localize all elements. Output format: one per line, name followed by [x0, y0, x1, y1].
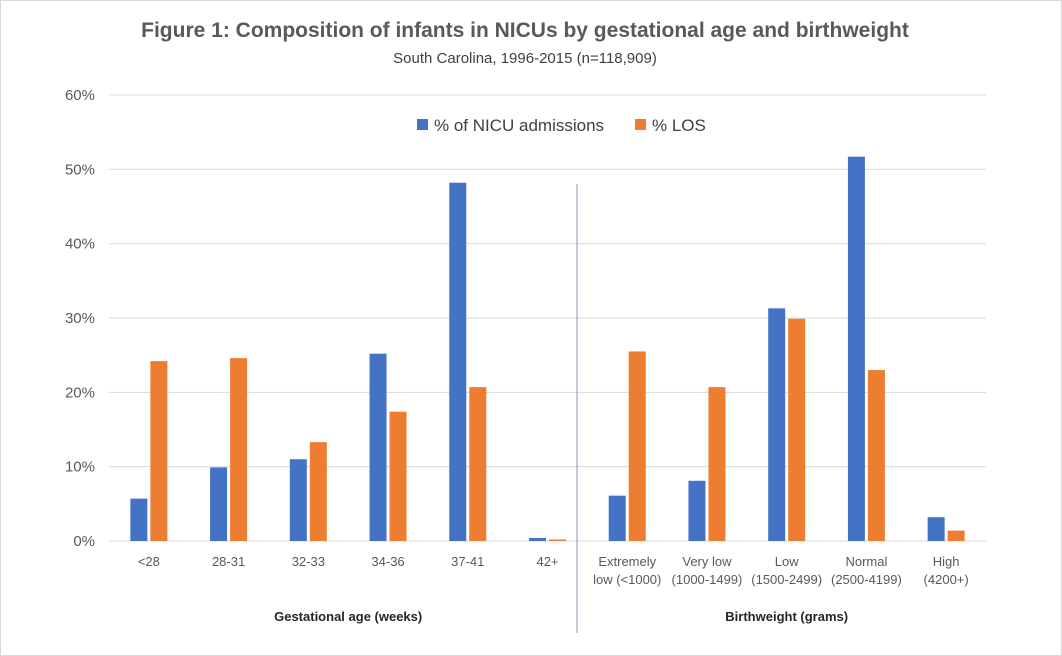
category-label: High — [933, 554, 960, 569]
bar-los — [947, 530, 965, 541]
bar-nicu-admissions — [927, 517, 945, 541]
y-tick-label: 0% — [73, 533, 95, 550]
category-label: 42+ — [536, 554, 558, 569]
bar-nicu-admissions — [369, 353, 387, 541]
category-label: 34-36 — [371, 554, 404, 569]
bar-los — [150, 361, 168, 541]
bar-nicu-admissions — [289, 459, 307, 541]
group-axis-label: Gestational age (weeks) — [274, 609, 422, 624]
y-tick-label: 50% — [65, 161, 95, 178]
bar-los — [628, 351, 646, 541]
category-label: Normal — [845, 554, 887, 569]
category-label: <28 — [138, 554, 160, 569]
bar-nicu-admissions — [608, 495, 626, 541]
category-label: Very low — [682, 554, 732, 569]
bar-nicu-admissions — [210, 467, 228, 541]
bar-los — [788, 318, 806, 541]
category-label: 37-41 — [451, 554, 484, 569]
bar-nicu-admissions — [449, 182, 467, 542]
category-label: Low — [775, 554, 799, 569]
category-labels: <28 28-31 32-33 34-36 37-41 42+ Extremely low (… — [138, 554, 969, 587]
y-axis-ticks: 0% 10% 20% 30% 40% 50% 60% — [65, 87, 95, 550]
category-label: 32-33 — [292, 554, 325, 569]
bar-los — [469, 387, 487, 541]
y-tick-label: 10% — [65, 459, 95, 476]
category-label: (1000-1499) — [672, 572, 743, 587]
bar-los — [867, 370, 885, 541]
bar-los — [309, 442, 327, 541]
category-label: Extremely — [598, 554, 656, 569]
group-axis-label: Birthweight (grams) — [725, 609, 848, 624]
bar-nicu-admissions — [130, 498, 148, 541]
bar-nicu-admissions — [529, 538, 546, 541]
y-tick-label: 30% — [65, 310, 95, 327]
bar-los — [708, 387, 726, 541]
category-label: (4200+) — [924, 572, 969, 587]
legend-swatch — [635, 119, 646, 130]
bar-nicu-admissions — [688, 480, 706, 541]
legend-swatch — [417, 119, 428, 130]
category-label: low (<1000) — [593, 572, 661, 587]
y-tick-label: 40% — [65, 236, 95, 253]
y-tick-label: 20% — [65, 384, 95, 401]
category-label: (1500-2499) — [751, 572, 822, 587]
group-labels: Gestational age (weeks) Birthweight (gram… — [274, 609, 848, 624]
chart-subtitle: South Carolina, 1996-2015 (n=118,909) — [393, 50, 657, 67]
y-tick-label: 60% — [65, 87, 95, 104]
bar-los — [549, 539, 566, 541]
chart-title: Figure 1: Composition of infants in NICU… — [141, 19, 909, 42]
bar-los — [389, 411, 407, 541]
legend: % of NICU admissions % LOS — [417, 116, 706, 135]
bar-nicu-admissions — [847, 156, 865, 542]
bars — [130, 156, 965, 542]
legend-label: % of NICU admissions — [434, 116, 604, 135]
bar-los — [230, 358, 248, 541]
category-label: (2500-4199) — [831, 572, 902, 587]
gridlines — [109, 94, 986, 633]
bar-nicu-admissions — [768, 308, 786, 541]
legend-label: % LOS — [652, 116, 706, 135]
category-label: 28-31 — [212, 554, 245, 569]
